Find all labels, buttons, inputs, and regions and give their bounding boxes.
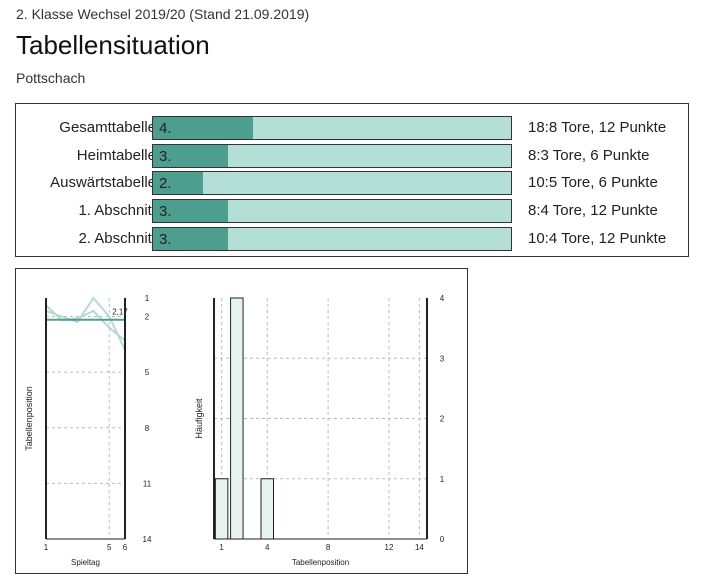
charts-panel: 1 2 5 8 11 14 1 5 6 2,17 Spieltag Tabellenposition 0… xyxy=(15,268,468,574)
frequency-bar xyxy=(260,478,274,540)
standings-row-label: Gesamttabelle xyxy=(59,119,156,136)
x-tick-label: 1 xyxy=(219,543,224,552)
standings-row: Auswärtstabelle 2. 10:5 Tore, 6 Punkte xyxy=(16,171,688,195)
y-tick-label: 2 xyxy=(440,415,445,424)
position-bar-fill xyxy=(153,145,229,167)
frequency-bar xyxy=(214,478,229,540)
position-value: 4. xyxy=(159,120,172,137)
y-tick-label: 11 xyxy=(143,479,152,488)
y-tick-label: 3 xyxy=(440,354,445,363)
position-series-line xyxy=(45,304,126,342)
position-bar-fill xyxy=(153,172,204,194)
position-bar: 3. xyxy=(152,227,512,251)
standings-row-stats: 10:5 Tore, 6 Punkte xyxy=(528,174,658,191)
standings-row-stats: 8:3 Tore, 6 Punkte xyxy=(528,147,650,164)
standings-row-label: 1. Abschnitt xyxy=(78,202,156,219)
y-axis-label: Häufigkeit xyxy=(194,398,204,439)
standings-row-label: 2. Abschnitt xyxy=(78,230,156,247)
frequency-bar xyxy=(230,297,244,540)
standings-row-stats: 8:4 Tore, 12 Punkte xyxy=(528,202,658,219)
page-subtitle: 2. Klasse Wechsel 2019/20 (Stand 21.09.2… xyxy=(16,6,310,22)
x-tick-label: 12 xyxy=(385,543,394,552)
standings-row-stats: 18:8 Tore, 12 Punkte xyxy=(528,119,667,136)
position-bar-fill xyxy=(153,228,229,250)
standings-row-label: Heimtabelle xyxy=(76,147,156,164)
position-bar: 3. xyxy=(152,199,512,223)
y-axis-label: Tabellenposition xyxy=(24,386,34,451)
y-tick-label: 8 xyxy=(145,424,150,433)
average-position-label: 2,17 xyxy=(112,308,128,317)
y-tick-label: 14 xyxy=(143,535,152,544)
standings-row: Heimtabelle 3. 8:3 Tore, 6 Punkte xyxy=(16,144,688,168)
position-bar-fill xyxy=(153,200,229,222)
standings-row-stats: 10:4 Tore, 12 Punkte xyxy=(528,230,667,247)
y-tick-label: 1 xyxy=(145,294,150,303)
position-bar: 4. xyxy=(152,116,512,140)
position-bar: 2. xyxy=(152,171,512,195)
standings-row: 2. Abschnitt 3. 10:4 Tore, 12 Punkte xyxy=(16,227,688,251)
team-name: Pottschach xyxy=(16,70,86,86)
page-title: Tabellensituation xyxy=(16,30,210,60)
position-bar-fill xyxy=(153,117,254,139)
position-value: 2. xyxy=(159,175,172,192)
x-tick-label: 5 xyxy=(107,543,112,552)
position-series-line xyxy=(45,296,126,351)
y-tick-label: 0 xyxy=(440,535,445,544)
standings-row-label: Auswärtstabelle xyxy=(50,174,156,191)
standings-row: Gesamttabelle 4. 18:8 Tore, 12 Punkte xyxy=(16,116,688,140)
x-tick-label: 1 xyxy=(44,543,49,552)
y-tick-label: 4 xyxy=(440,294,445,303)
x-tick-label: 6 xyxy=(123,543,128,552)
y-tick-label: 2 xyxy=(145,313,150,322)
position-value: 3. xyxy=(159,203,172,220)
position-value: 3. xyxy=(159,148,172,165)
position-bar: 3. xyxy=(152,144,512,168)
y-tick-label: 5 xyxy=(145,368,150,377)
standings-row: 1. Abschnitt 3. 8:4 Tore, 12 Punkte xyxy=(16,199,688,223)
x-tick-label: 4 xyxy=(265,543,270,552)
y-tick-label: 1 xyxy=(440,475,445,484)
x-tick-label: 8 xyxy=(326,543,331,552)
x-axis-label: Tabellenposition xyxy=(292,558,349,567)
x-axis-label: Spieltag xyxy=(71,558,100,567)
position-value: 3. xyxy=(159,231,172,248)
x-tick-label: 14 xyxy=(415,543,424,552)
standings-panel: Gesamttabelle 4. 18:8 Tore, 12 Punkte Heimt… xyxy=(15,103,689,257)
